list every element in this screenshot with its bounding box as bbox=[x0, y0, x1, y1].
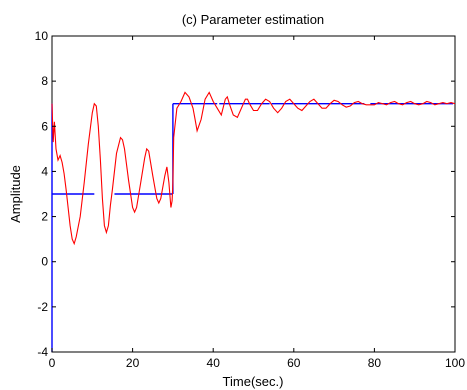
y-tick-label: 0 bbox=[41, 255, 48, 269]
series-layer bbox=[51, 91, 456, 352]
x-tick-label: 0 bbox=[49, 356, 56, 370]
y-tick-label: -2 bbox=[37, 300, 48, 314]
chart-title: (c) Parameter estimation bbox=[182, 12, 324, 27]
x-tick-label: 40 bbox=[207, 356, 221, 370]
x-tick-label: 80 bbox=[368, 356, 382, 370]
y-tick-label: 2 bbox=[41, 210, 48, 224]
y-axis-label: Amplitude bbox=[8, 165, 23, 223]
ticks-layer: 0 20 40 60 80 100 -4 -2 0 2 4 6 8 10 bbox=[35, 29, 466, 370]
x-tick-label: 60 bbox=[287, 356, 301, 370]
x-tick-label: 20 bbox=[126, 356, 140, 370]
plot-area-frame bbox=[51, 35, 456, 353]
y-tick-label: 10 bbox=[35, 29, 49, 43]
y-tick-label: 8 bbox=[41, 74, 48, 88]
y-tick-label: -4 bbox=[37, 345, 48, 359]
y-tick-label: 6 bbox=[41, 119, 48, 133]
x-tick-label: 100 bbox=[445, 356, 465, 370]
y-tick-label: 4 bbox=[41, 164, 48, 178]
estimate-line bbox=[51, 91, 456, 246]
x-axis-label: Time(sec.) bbox=[223, 374, 284, 389]
